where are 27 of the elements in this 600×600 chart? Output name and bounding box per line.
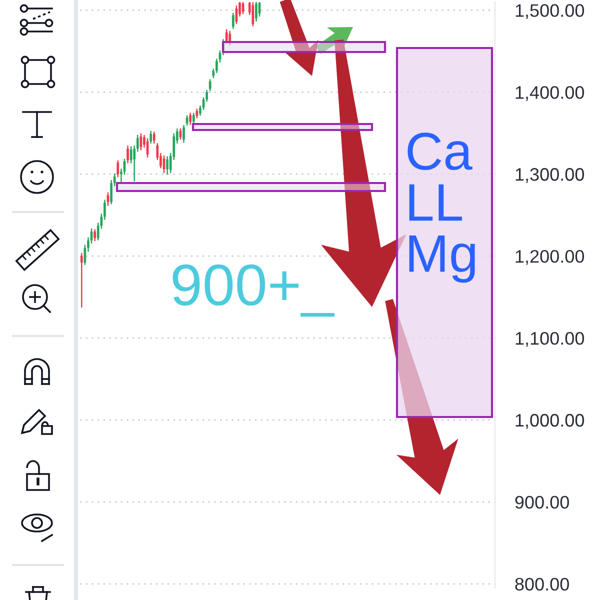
candlestick	[150, 130, 152, 144]
candlestick	[255, 2, 258, 22]
candlestick	[189, 112, 192, 125]
candlestick	[140, 133, 142, 150]
candlestick	[182, 125, 185, 143]
y-tick-label: 1,500.00	[516, 4, 584, 20]
y-tick-label: 800.00	[515, 578, 569, 591]
annotation: 900+_	[172, 264, 334, 317]
candlestick	[80, 252, 83, 308]
annotation: Ca LL Mg	[408, 132, 475, 283]
y-tick-label: 1,400.00	[516, 86, 584, 102]
candlestick	[225, 29, 228, 44]
candlestick	[94, 229, 96, 242]
candlestick	[228, 30, 232, 46]
candlestick	[232, 12, 234, 29]
y-tick-label: 1,200.00	[516, 250, 584, 265]
candlestick	[116, 160, 120, 178]
y-tick-label: 1,100.00	[516, 332, 584, 347]
candlestick	[252, 2, 254, 26]
candlestick	[208, 79, 212, 92]
candlestick	[192, 112, 195, 124]
candlestick	[166, 156, 168, 175]
candlestick	[152, 132, 156, 144]
candlestick	[126, 146, 129, 164]
y-tick-label: 1,000.00	[516, 414, 584, 429]
y-tick-label: 900.00	[515, 496, 569, 509]
y-tick-label: 1,300.00	[516, 168, 584, 183]
